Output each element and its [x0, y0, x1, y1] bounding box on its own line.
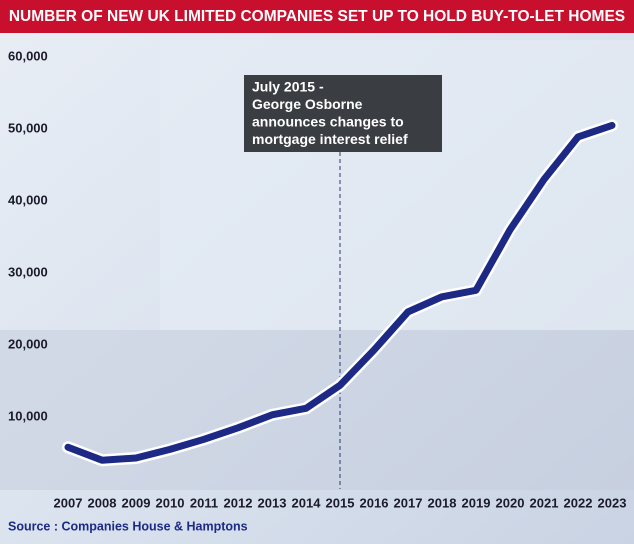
annotation-text: mortgage interest relief: [252, 131, 408, 147]
x-tick-label: 2008: [88, 495, 117, 510]
y-tick-label: 50,000: [8, 120, 48, 135]
line: [64, 121, 616, 464]
annotation-text: George Osborne: [252, 96, 363, 112]
x-tick-label: 2016: [360, 495, 389, 510]
x-tick-label: 2014: [292, 495, 322, 510]
title-bar: [0, 0, 634, 33]
x-tick-label: 2019: [462, 495, 491, 510]
x-tick-label: 2011: [190, 495, 218, 510]
y-tick-label: 60,000: [8, 48, 48, 63]
annotation-text: announces changes to: [252, 114, 404, 130]
x-tick-label: 2018: [428, 495, 457, 510]
chart-title: NUMBER OF NEW UK LIMITED COMPANIES SET U…: [9, 8, 625, 25]
x-tick-label: 2010: [156, 495, 185, 510]
x-tick-label: 2013: [258, 495, 287, 510]
x-tick-label: 2021: [530, 495, 559, 510]
x-tick-label: 2015: [326, 495, 355, 510]
x-tick-label: 2022: [564, 495, 593, 510]
y-tick-label: 40,000: [8, 192, 48, 207]
annotation-box: [244, 75, 442, 152]
x-tick-label: 2017: [394, 495, 423, 510]
y-tick-label: 10,000: [8, 408, 48, 423]
x-tick-label: 2009: [122, 495, 151, 510]
house-backdrop: [0, 330, 634, 490]
annotation-text: July 2015 -: [252, 79, 324, 95]
source: Source : Companies House & Hamptons: [8, 519, 248, 533]
y-tick-label: 20,000: [8, 336, 48, 351]
x-tick-label: 2020: [496, 495, 525, 510]
x-tick-label: 2007: [54, 495, 83, 510]
x-tick-label: 2012: [224, 495, 253, 510]
y-tick-label: 30,000: [8, 264, 48, 279]
x-tick-label: 2023: [598, 495, 627, 510]
